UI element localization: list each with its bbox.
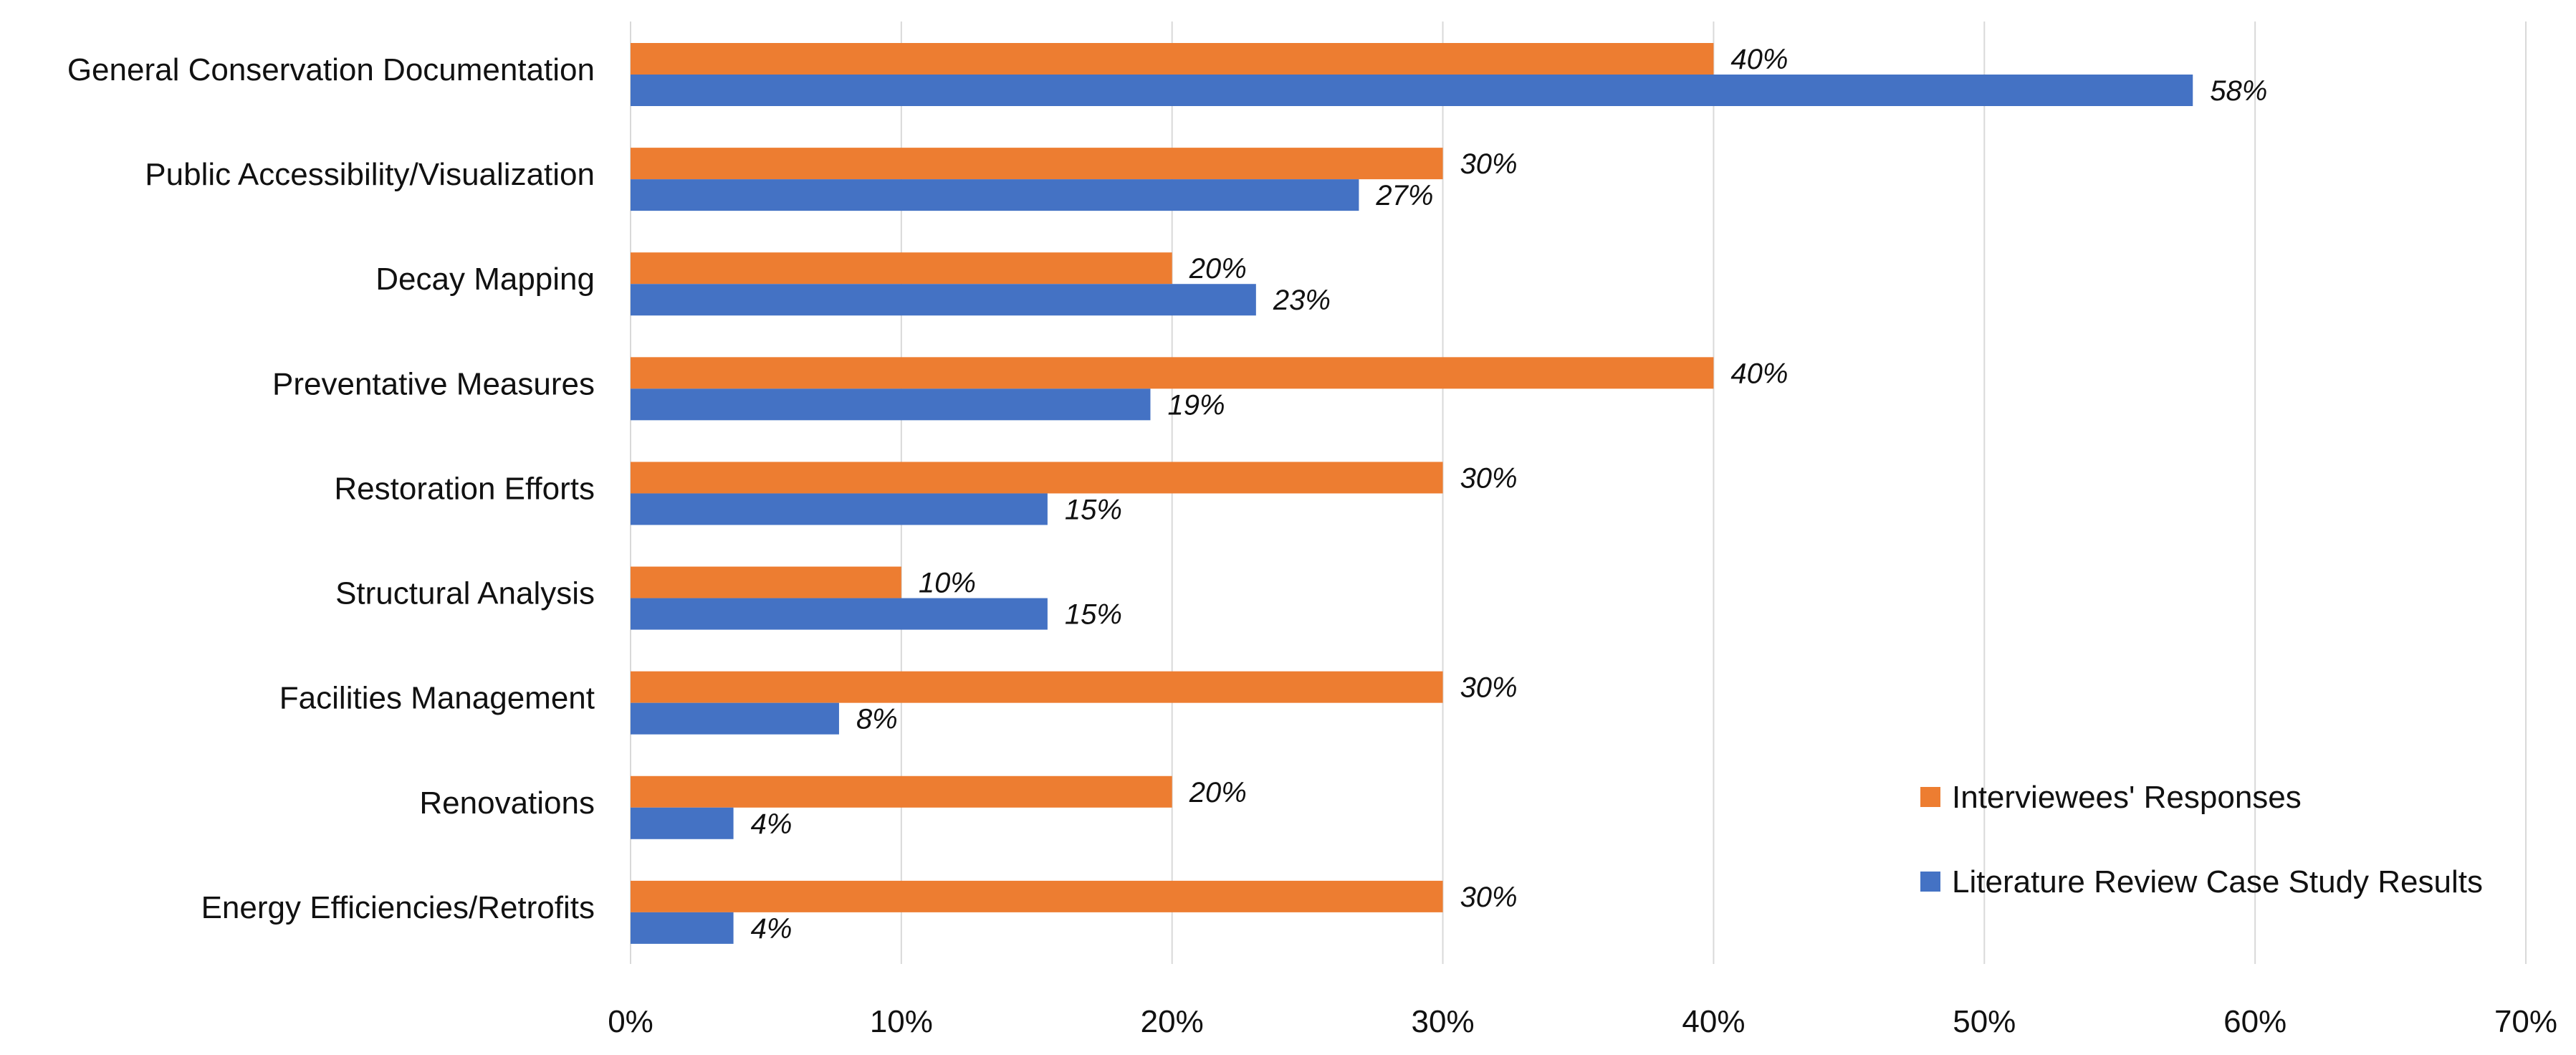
bar-literature-review-case-study-results-facilities-management — [631, 702, 839, 735]
category-label-decay-mapping: Decay Mapping — [375, 262, 595, 297]
data-label-interviewees-responses-general-conservation-documentation: 40% — [1730, 44, 1788, 75]
bar-literature-review-case-study-results-energy-efficiencies-retrofits — [631, 912, 734, 944]
data-label-literature-review-case-study-results-structural-analysis: 15% — [1065, 599, 1122, 631]
data-label-literature-review-case-study-results-preventative-measures: 19% — [1167, 389, 1225, 421]
x-axis-ticks: 0% 10% 20% 30% 40% 50% 60% 70% — [608, 1004, 2557, 1039]
bar-literature-review-case-study-results-structural-analysis — [631, 598, 1048, 630]
bar-interviewees-responses-energy-efficiencies-retrofits — [631, 880, 1443, 912]
x-tick-label-70: 70% — [2494, 1004, 2557, 1039]
legend: Interviewees' Responses Literature Revie… — [1920, 780, 2483, 899]
bar-interviewees-responses-public-accessibility-visualization — [631, 148, 1443, 180]
bar-interviewees-responses-preventative-measures — [631, 357, 1714, 389]
data-label-literature-review-case-study-results-general-conservation-documentation: 58% — [2210, 75, 2267, 107]
category-label-general-conservation-documentation: General Conservation Documentation — [67, 52, 595, 87]
x-tick-label-50: 50% — [1953, 1004, 2016, 1039]
bar-interviewees-responses-renovations — [631, 775, 1172, 808]
x-tick-label-20: 20% — [1141, 1004, 1204, 1039]
data-label-literature-review-case-study-results-renovations: 4% — [751, 808, 793, 840]
data-label-literature-review-case-study-results-facilities-management: 8% — [856, 704, 898, 735]
x-tick-label-0: 0% — [608, 1004, 653, 1039]
legend-label-interviewees: Interviewees' Responses — [1952, 780, 2302, 815]
x-tick-label-30: 30% — [1412, 1004, 1475, 1039]
data-label-interviewees-responses-preventative-measures: 40% — [1730, 358, 1788, 389]
data-label-literature-review-case-study-results-energy-efficiencies-retrofits: 4% — [751, 913, 793, 945]
data-label-interviewees-responses-public-accessibility-visualization: 30% — [1460, 148, 1518, 180]
data-label-literature-review-case-study-results-restoration-efforts: 15% — [1065, 494, 1122, 525]
data-label-interviewees-responses-decay-mapping: 20% — [1189, 253, 1247, 285]
legend-swatch-interviewees — [1920, 787, 1940, 807]
x-tick-label-40: 40% — [1682, 1004, 1745, 1039]
bar-literature-review-case-study-results-general-conservation-documentation — [631, 75, 2193, 106]
category-label-restoration-efforts: Restoration Efforts — [334, 471, 595, 506]
data-label-interviewees-responses-energy-efficiencies-retrofits: 30% — [1460, 882, 1518, 913]
category-label-renovations: Renovations — [419, 786, 595, 821]
data-label-interviewees-responses-renovations: 20% — [1189, 777, 1247, 808]
data-label-interviewees-responses-restoration-efforts: 30% — [1460, 462, 1518, 494]
data-label-interviewees-responses-facilities-management: 30% — [1460, 672, 1518, 704]
category-labels: General Conservation Documentation Public… — [67, 52, 595, 925]
x-tick-label-10: 10% — [870, 1004, 933, 1039]
bar-literature-review-case-study-results-restoration-efforts — [631, 493, 1048, 525]
category-label-preventative-measures: Preventative Measures — [272, 366, 595, 401]
category-label-structural-analysis: Structural Analysis — [335, 576, 595, 611]
category-label-energy-efficiencies-retrofits: Energy Efficiencies/Retrofits — [201, 890, 595, 925]
category-label-public-accessibility-visualization: Public Accessibility/Visualization — [145, 157, 595, 192]
bars: 40% 58% 30% 27% 20% 23% 40% 19% 30% 15% 10% 15% 30% 8… — [631, 43, 2267, 945]
bar-literature-review-case-study-results-preventative-measures — [631, 388, 1151, 421]
bar-literature-review-case-study-results-renovations — [631, 807, 734, 839]
legend-swatch-literature — [1920, 872, 1940, 892]
legend-label-literature: Literature Review Case Study Results — [1952, 864, 2483, 899]
bar-literature-review-case-study-results-decay-mapping — [631, 284, 1256, 316]
data-label-literature-review-case-study-results-decay-mapping: 23% — [1273, 285, 1331, 316]
bar-interviewees-responses-restoration-efforts — [631, 462, 1443, 494]
x-tick-label-60: 60% — [2223, 1004, 2287, 1039]
bar-interviewees-responses-decay-mapping — [631, 252, 1172, 285]
category-label-facilities-management: Facilities Management — [279, 681, 595, 716]
data-label-literature-review-case-study-results-public-accessibility-visualization: 27% — [1375, 180, 1433, 211]
bar-interviewees-responses-general-conservation-documentation — [631, 43, 1714, 75]
bar-literature-review-case-study-results-public-accessibility-visualization — [631, 179, 1359, 211]
data-label-interviewees-responses-structural-analysis: 10% — [919, 568, 976, 599]
bar-interviewees-responses-facilities-management — [631, 671, 1443, 703]
bar-interviewees-responses-structural-analysis — [631, 566, 901, 598]
